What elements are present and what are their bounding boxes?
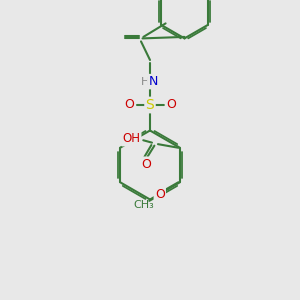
Text: CH₃: CH₃ <box>133 200 154 210</box>
Text: O: O <box>124 98 134 112</box>
Text: OH: OH <box>122 132 140 145</box>
Text: O: O <box>155 188 165 201</box>
Text: N: N <box>148 75 158 88</box>
Text: S: S <box>146 98 154 112</box>
Text: O: O <box>166 98 176 112</box>
Text: O: O <box>141 158 151 171</box>
Text: H: H <box>140 76 149 87</box>
